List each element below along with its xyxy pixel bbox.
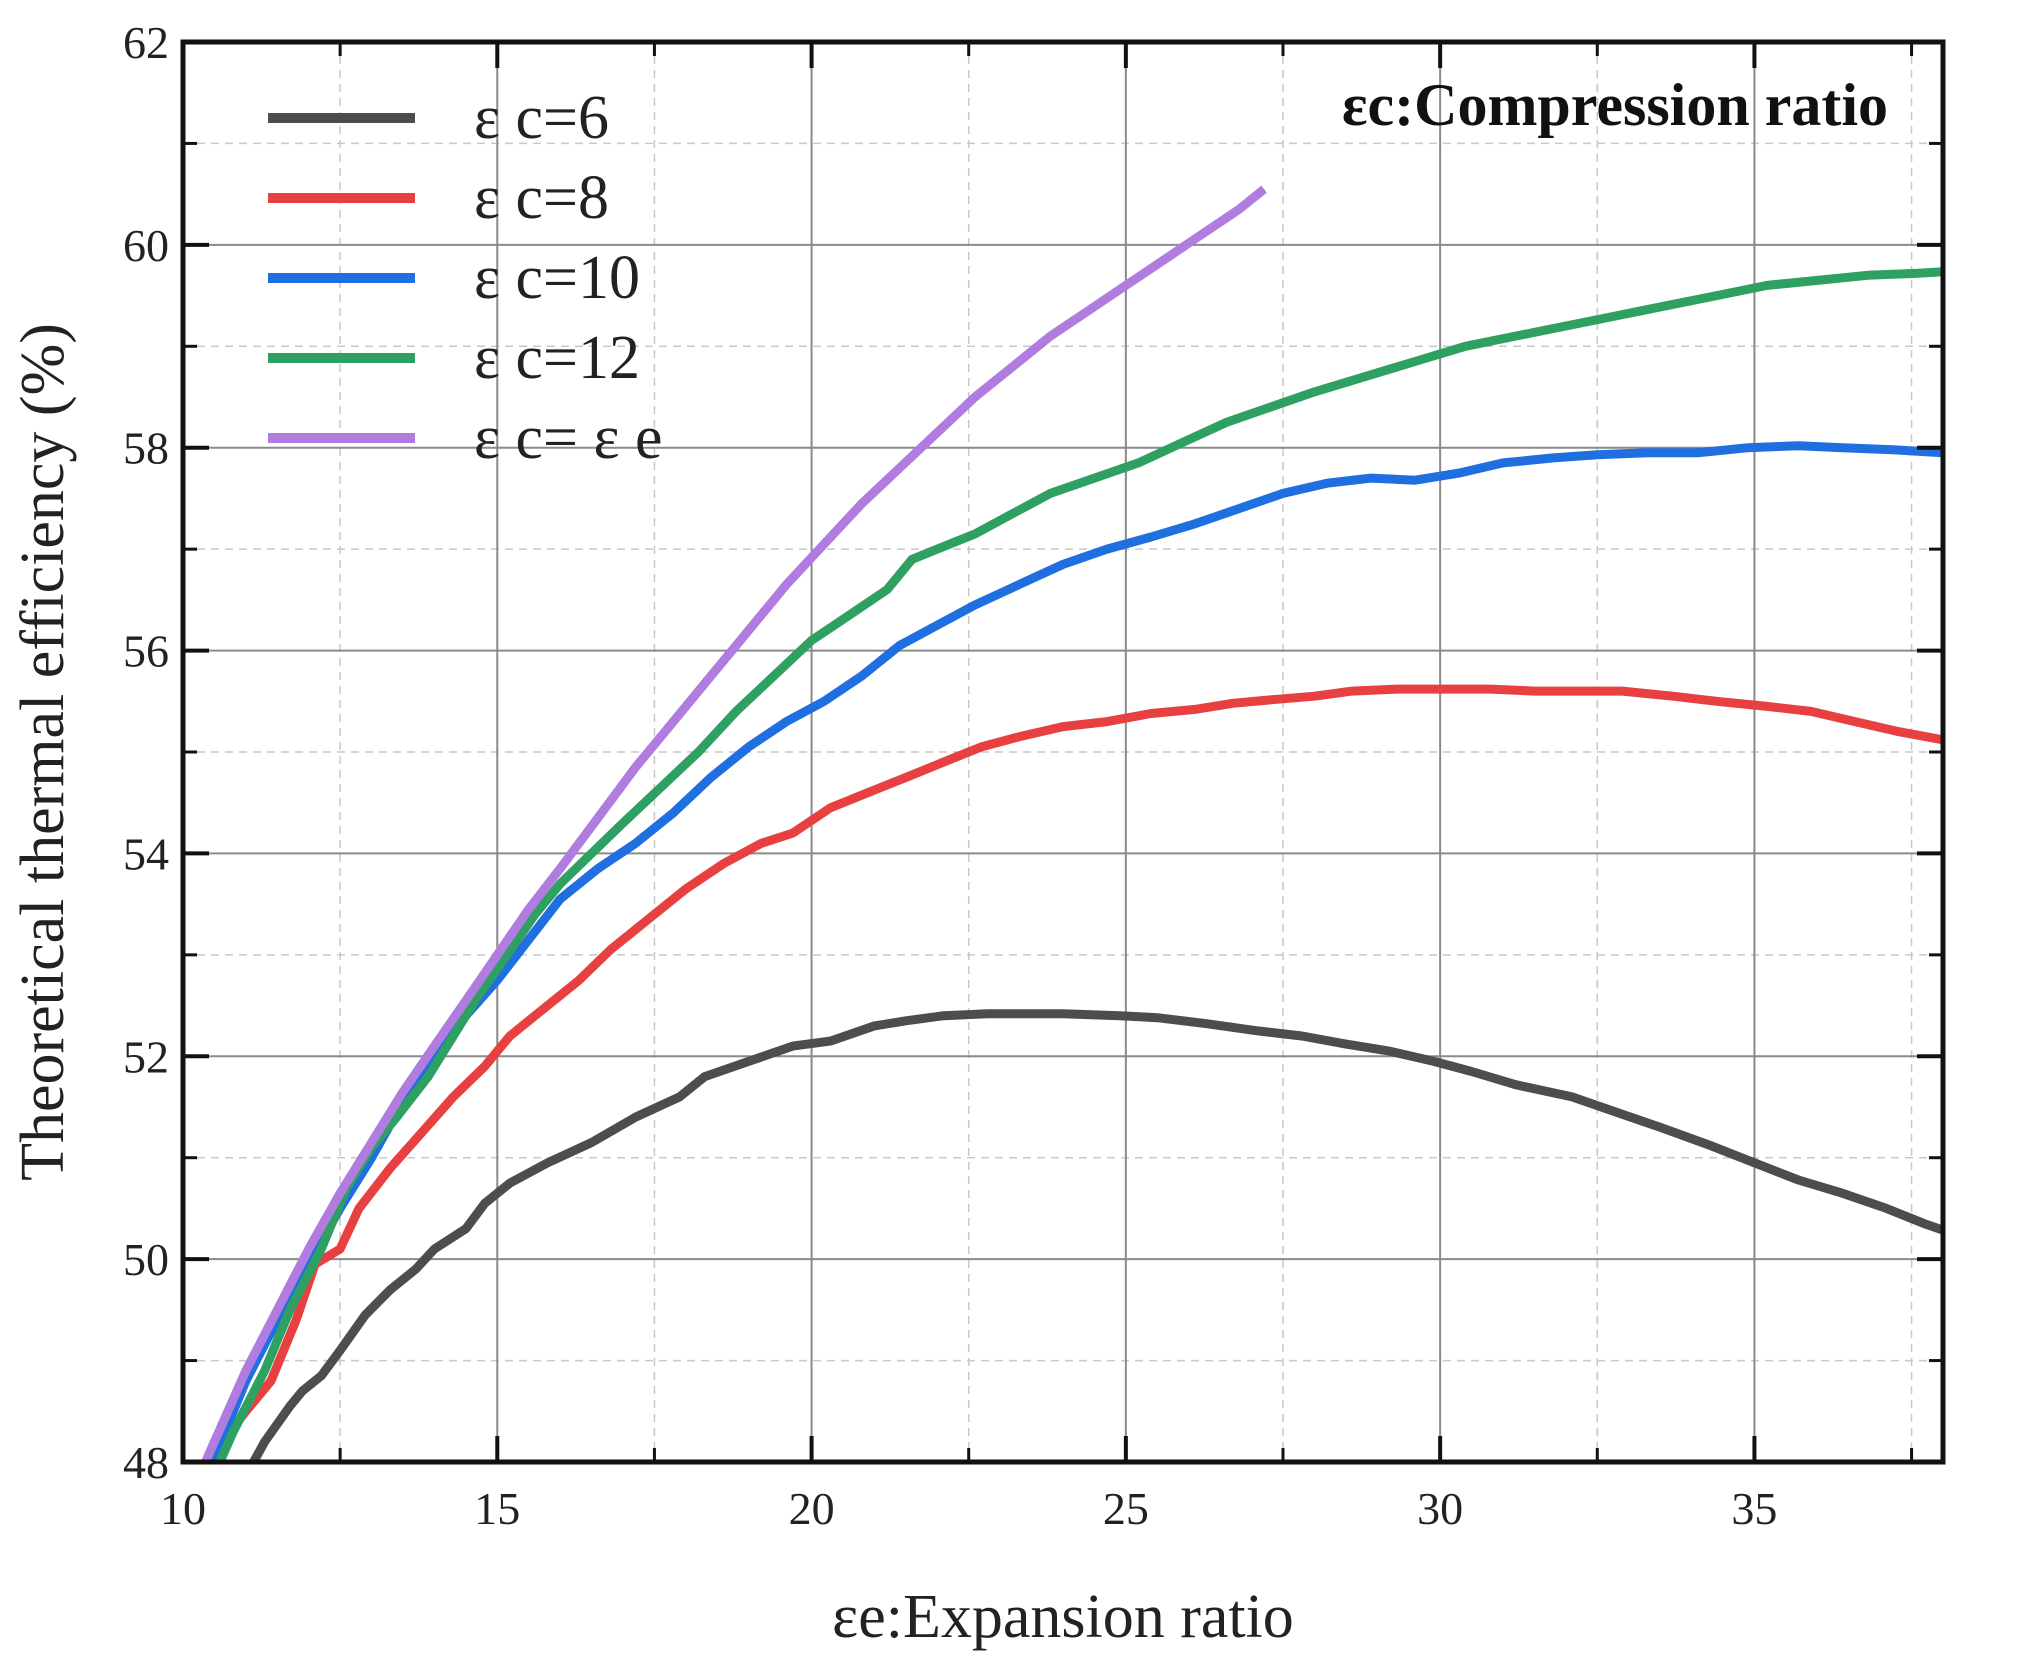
x-tick-label: 10 bbox=[160, 1483, 206, 1534]
x-tick-label: 25 bbox=[1103, 1483, 1149, 1534]
ticks bbox=[181, 40, 1943, 1464]
x-tick-label: 20 bbox=[789, 1483, 835, 1534]
y-tick-label: 62 bbox=[123, 17, 169, 68]
series-line-1 bbox=[248, 1009, 1943, 1462]
legend-label-3: ε c=10 bbox=[474, 244, 640, 312]
y-tick-label: 48 bbox=[123, 1437, 169, 1488]
x-tick-label: 30 bbox=[1417, 1483, 1463, 1534]
compression-ratio-annotation: εc:Compression ratio bbox=[1342, 72, 1888, 138]
grid bbox=[183, 42, 1943, 1462]
series-line-2 bbox=[210, 684, 1943, 1455]
series-line-5 bbox=[200, 185, 1267, 1462]
legend: ε c=6 ε c=8 ε c=10 ε c=12 ε c= ε e bbox=[268, 84, 663, 472]
y-tick-label: 56 bbox=[123, 626, 169, 677]
series-line-3 bbox=[207, 441, 1943, 1462]
x-tick-label: 15 bbox=[474, 1483, 520, 1534]
plot-frame bbox=[180, 39, 1946, 1465]
legend-label-2: ε c=8 bbox=[474, 164, 609, 232]
tick-labels: 10 15 20 25 30 35 48 50 52 54 56 58 60 62 bbox=[123, 17, 1777, 1534]
series-line-4 bbox=[214, 267, 1943, 1462]
y-tick-label: 52 bbox=[123, 1031, 169, 1082]
legend-label-4: ε c=12 bbox=[474, 324, 640, 392]
legend-label-1: ε c=6 bbox=[474, 84, 609, 152]
y-tick-label: 54 bbox=[123, 828, 169, 879]
y-tick-label: 50 bbox=[123, 1234, 169, 1285]
legend-label-5: ε c= ε e bbox=[474, 404, 663, 472]
y-tick-label: 58 bbox=[123, 423, 169, 474]
y-tick-label: 60 bbox=[123, 220, 169, 271]
y-axis-title: Theoretical thermal efficiency (%) bbox=[9, 323, 77, 1181]
series-layer bbox=[200, 185, 1943, 1462]
x-tick-label: 35 bbox=[1731, 1483, 1777, 1534]
x-axis-title: εe:Expansion ratio bbox=[832, 1583, 1294, 1651]
